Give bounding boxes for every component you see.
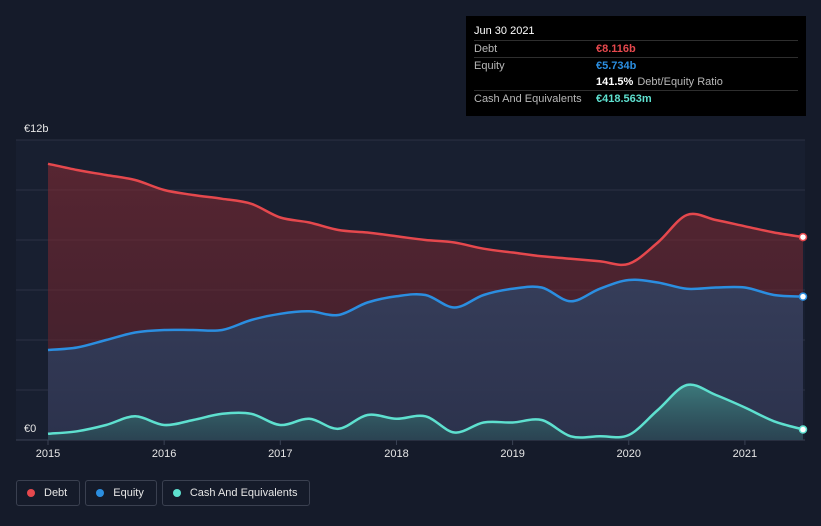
tooltip-row-cash: Cash And Equivalents €418.563m — [474, 90, 798, 107]
x-tick-label-2020: 2020 — [617, 448, 641, 460]
legend: Debt Equity Cash And Equivalents — [16, 480, 311, 506]
endpoint-debt — [798, 232, 808, 242]
tooltip-label-cash: Cash And Equivalents — [474, 93, 582, 105]
series-endpoints — [798, 232, 808, 434]
x-tick-label-2015: 2015 — [36, 448, 60, 460]
endpoint-cash — [798, 425, 808, 434]
tooltip-label-ratio — [474, 74, 596, 90]
legend-dot-equity-icon — [96, 489, 105, 497]
legend-item-cash[interactable]: Cash And Equivalents — [161, 480, 311, 506]
legend-dot-cash-icon — [172, 489, 181, 497]
line-equity — [47, 278, 804, 352]
y-tick-label-bottom: €0 — [24, 423, 36, 435]
line-cash — [47, 383, 804, 439]
x-tick-label-2017: 2017 — [268, 448, 292, 460]
legend-dot-debt-icon — [27, 489, 35, 497]
x-tick-label-2016: 2016 — [152, 448, 176, 460]
tooltip-label-equity: Equity — [474, 60, 505, 72]
tooltip-ratio-caption: Debt/Equity Ratio — [637, 76, 723, 88]
y-axis-labels: €12b €0 — [24, 123, 48, 435]
legend-label-cash: Cash And Equivalents — [189, 487, 298, 499]
tooltip-date: Jun 30 2021 — [474, 25, 535, 37]
x-tick-label-2021: 2021 — [733, 448, 757, 460]
series-lines — [47, 162, 804, 439]
area-cash — [48, 384, 803, 440]
tooltip-panel: Jun 30 2021 Debt €8.116b Equity €5.734b … — [466, 16, 806, 116]
legend-item-equity[interactable]: Equity — [85, 480, 157, 506]
tooltip-row-debt: Debt €8.116b — [474, 40, 798, 57]
legend-label-debt: Debt — [44, 487, 68, 499]
tooltip-row-ratio: 141.5% Debt/Equity Ratio — [474, 74, 798, 90]
tooltip-row-equity: Equity €5.734b — [474, 57, 798, 74]
endpoint-equity — [798, 292, 808, 301]
legend-label-equity: Equity — [113, 487, 144, 499]
tooltip-label-debt: Debt — [474, 43, 498, 55]
x-axis-labels: 2015 2016 2017 2018 2019 2020 2021 — [36, 440, 757, 460]
tooltip-value-equity: €5.734b — [596, 60, 637, 72]
x-tick-label-2018: 2018 — [384, 448, 408, 460]
y-tick-label-top: €12b — [24, 123, 48, 135]
tooltip-value-cash: €418.563m — [596, 93, 652, 105]
tooltip-value-ratio: 141.5% — [596, 76, 634, 88]
legend-item-debt[interactable]: Debt — [16, 480, 81, 506]
line-debt — [47, 162, 804, 267]
x-tick-label-2019: 2019 — [500, 448, 524, 460]
tooltip-value-debt: €8.116b — [596, 43, 636, 55]
series-areas — [48, 163, 803, 441]
area-equity — [48, 279, 803, 440]
